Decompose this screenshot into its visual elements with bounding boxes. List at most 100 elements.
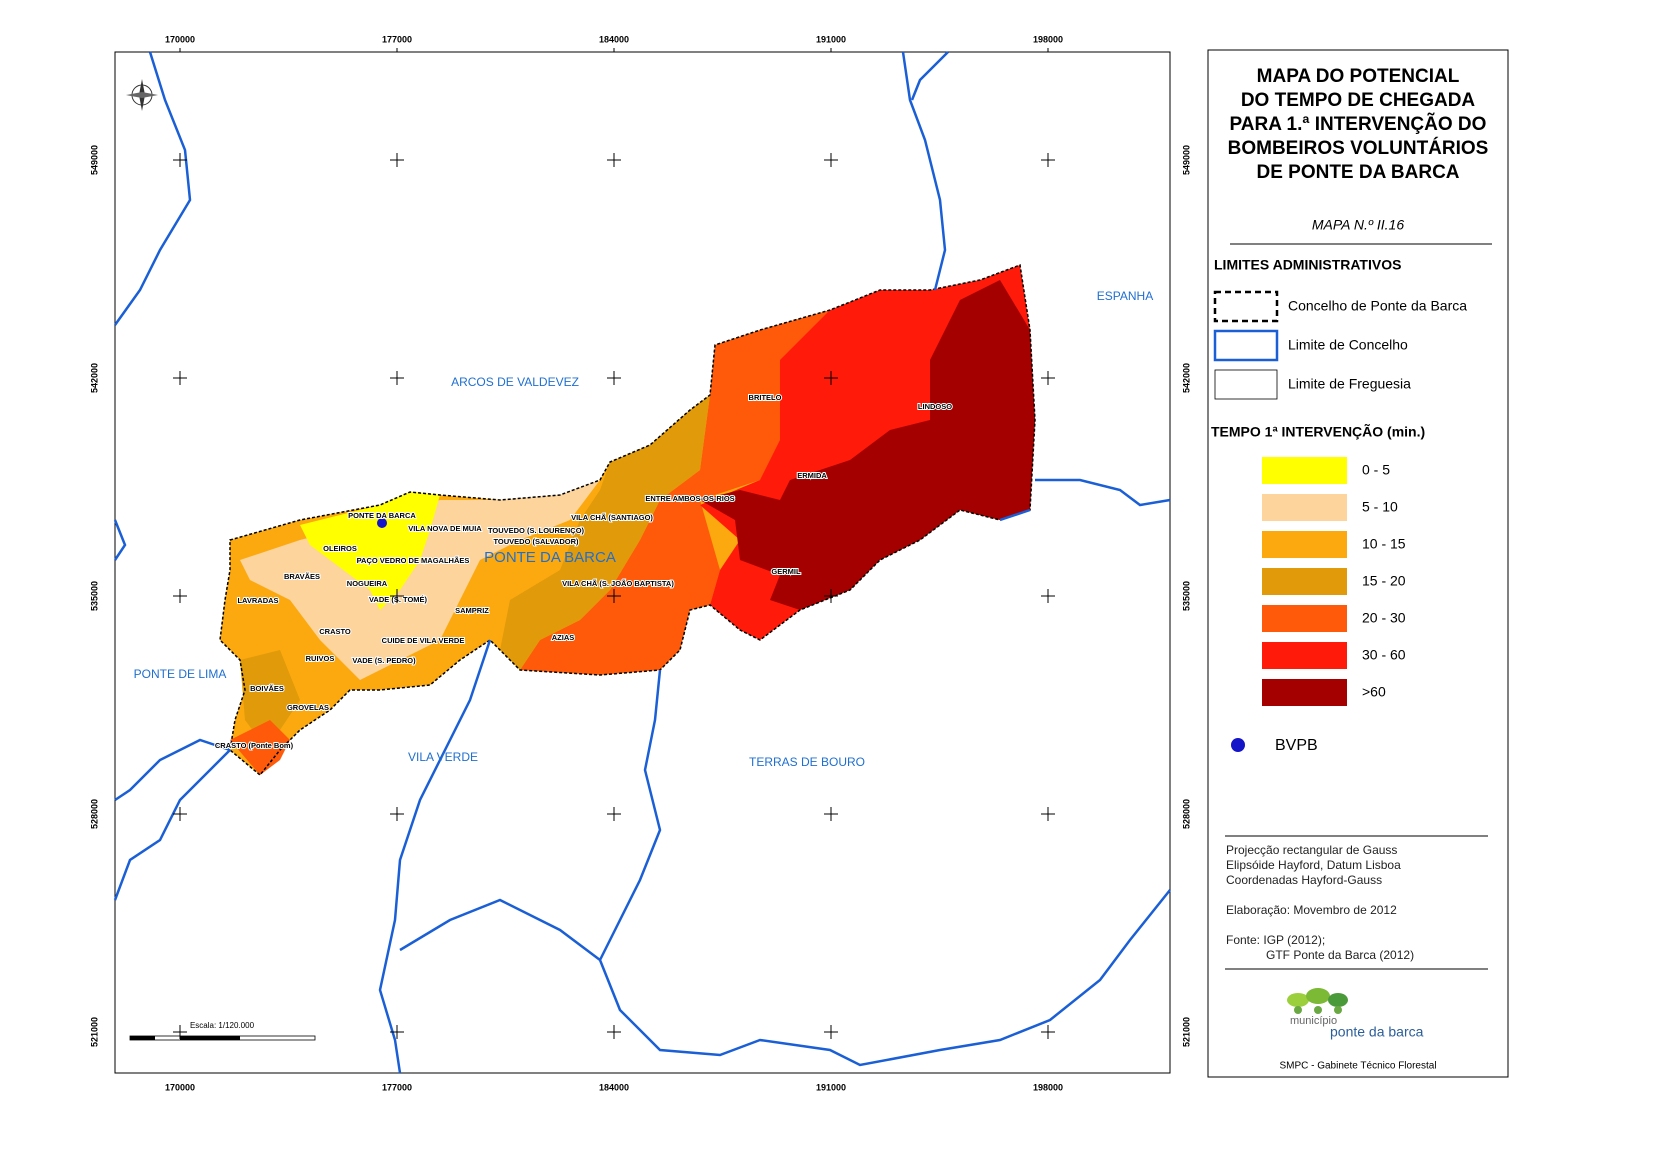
- parish-label: CUIDE DE VILA VERDE: [382, 636, 465, 645]
- zone: [300, 492, 440, 610]
- x-coordinate-label: 177000: [382, 1082, 412, 1092]
- x-coordinate-label: 191000: [816, 1082, 846, 1092]
- legend-label: 10 - 15: [1362, 536, 1406, 552]
- y-coordinate-label: 528000: [89, 799, 99, 829]
- parish-label: TOUVEDO (SALVADOR): [493, 537, 579, 546]
- legend-symbol: [1214, 369, 1278, 400]
- legend-label: Limite de Freguesia: [1288, 376, 1411, 392]
- legend-swatch: [1262, 605, 1347, 632]
- logo-text: município: [1290, 1015, 1337, 1027]
- note: GTF Ponte da Barca (2012): [1266, 948, 1414, 962]
- parish-label: PAÇO VEDRO DE MAGALHÃES: [357, 556, 470, 565]
- title-line: DO TEMPO DE CHEGADA: [1241, 90, 1476, 111]
- y-coordinate-label: 535000: [89, 581, 99, 611]
- legend-swatch: [1262, 531, 1347, 558]
- zones: [219, 263, 1036, 777]
- region-label: VILA VERDE: [408, 750, 478, 764]
- legend-label: 5 - 10: [1362, 499, 1398, 515]
- parish-label: VILA CHÃ (SANTIAGO): [571, 513, 653, 522]
- parish-label: OLEIROS: [323, 544, 357, 553]
- legend-label: 20 - 30: [1362, 610, 1406, 626]
- north-arrow: [126, 79, 158, 111]
- parish-label: LINDOSO: [918, 402, 952, 411]
- legend-label: 30 - 60: [1362, 647, 1406, 663]
- logo-shape: [1287, 993, 1309, 1007]
- x-coordinate-label: 184000: [599, 34, 629, 44]
- section-title: LIMITES ADMINISTRATIVOS: [1214, 257, 1401, 273]
- x-coordinate-label: 198000: [1033, 1082, 1063, 1092]
- x-coordinate-label: 198000: [1033, 34, 1063, 44]
- parish-label: SAMPRIZ: [455, 606, 489, 615]
- legend-swatch: [1262, 642, 1347, 669]
- scale-bar: Escala: 1/120.000: [129, 1021, 316, 1041]
- section-title: TEMPO 1ª INTERVENÇÃO (min.): [1211, 423, 1425, 440]
- logo-shape: [1306, 988, 1330, 1004]
- parish-label: ERMIDA: [797, 471, 827, 480]
- logo-text: ponte da barca: [1330, 1024, 1424, 1040]
- logo-shape: [1334, 1006, 1342, 1014]
- legend-point: [1231, 738, 1245, 752]
- parish-label: RUIVOS: [306, 654, 335, 663]
- border: [399, 898, 601, 961]
- x-coordinate-label: 177000: [382, 34, 412, 44]
- border: [910, 51, 949, 101]
- map-area: Escala: 1/120.000 ARCOS DE VALDEVEZ ESPA…: [89, 34, 1191, 1092]
- parish-label: AZIAS: [552, 633, 575, 642]
- parish-label: BRITELO: [749, 393, 782, 402]
- legend-panel: MAPA DO POTENCIAL DO TEMPO DE CHEGADA PA…: [1207, 49, 1509, 1078]
- parish-label: GERMIL: [771, 567, 801, 576]
- zone: [520, 310, 830, 675]
- map-number: MAPA N.º II.16: [1312, 217, 1404, 233]
- legend-frame: [1207, 49, 1509, 1078]
- border: [113, 749, 231, 901]
- x-coordinate-label: 170000: [165, 34, 195, 44]
- logo-shape: [1314, 1006, 1322, 1014]
- border: [598, 669, 1171, 1067]
- title-line: MAPA DO POTENCIAL: [1257, 66, 1460, 87]
- parish-label: TOUVEDO (S. LOURENÇO): [488, 526, 585, 535]
- title-line: PARA 1.ª INTERVENÇÃO DO: [1230, 113, 1487, 135]
- legend-label: 15 - 20: [1362, 573, 1406, 589]
- region-label: ESPANHA: [1097, 289, 1153, 303]
- note: Fonte: IGP (2012);: [1226, 933, 1325, 947]
- legend-symbol: [1213, 290, 1279, 323]
- note: Elaboração: Movembro de 2012: [1226, 903, 1397, 917]
- zone: [700, 280, 1035, 610]
- x-coordinate-label: 191000: [816, 34, 846, 44]
- note: Projecção rectangular de Gauss: [1226, 843, 1397, 857]
- legend-label: Limite de Concelho: [1288, 337, 1408, 353]
- legend-symbol: [1213, 329, 1279, 362]
- parish-label: VILA CHÃ (S. JOÃO BAPTISTA): [562, 579, 674, 588]
- time-classes: 0 - 5 5 - 10 10 - 15 15 - 20 20 - 30 30 - 60 >…: [1262, 457, 1406, 706]
- legend-label: >60: [1362, 684, 1386, 700]
- footer: SMPC - Gabinete Técnico Florestal: [1279, 1061, 1436, 1072]
- border: [901, 51, 947, 291]
- title-line: BOMBEIROS VOLUNTÁRIOS: [1228, 137, 1489, 159]
- parish-label: CRASTO (Ponte Bom): [215, 741, 294, 750]
- border: [113, 51, 192, 326]
- parish-label: NOGUEIRA: [347, 579, 388, 588]
- legend-swatch: [1262, 457, 1347, 484]
- parish-label: LAVRADAS: [237, 596, 278, 605]
- logo-shape: [1328, 993, 1348, 1007]
- y-coordinate-label: 535000: [1181, 581, 1191, 611]
- region-label: PONTE DA BARCA: [484, 549, 616, 566]
- parish-label: BOIVÃES: [250, 684, 284, 693]
- note: Coordenadas Hayford-Gauss: [1226, 873, 1382, 887]
- region-label: ARCOS DE VALDEVEZ: [451, 375, 579, 389]
- zone: [240, 650, 300, 740]
- border: [378, 639, 492, 1074]
- zone: [230, 720, 290, 775]
- legend-label: BVPB: [1275, 737, 1318, 754]
- legend-label: 0 - 5: [1362, 462, 1390, 478]
- y-coordinate-label: 521000: [1181, 1017, 1191, 1047]
- compass-needle: [126, 92, 158, 98]
- border: [999, 508, 1031, 522]
- scale-label: Escala: 1/120.000: [190, 1021, 255, 1030]
- parish-label: VADE (S. TOMÉ): [369, 595, 428, 604]
- legend-swatch: [1262, 568, 1347, 595]
- legend-swatch: [1262, 679, 1347, 706]
- border: [114, 738, 231, 802]
- y-coordinate-label: 549000: [1181, 145, 1191, 175]
